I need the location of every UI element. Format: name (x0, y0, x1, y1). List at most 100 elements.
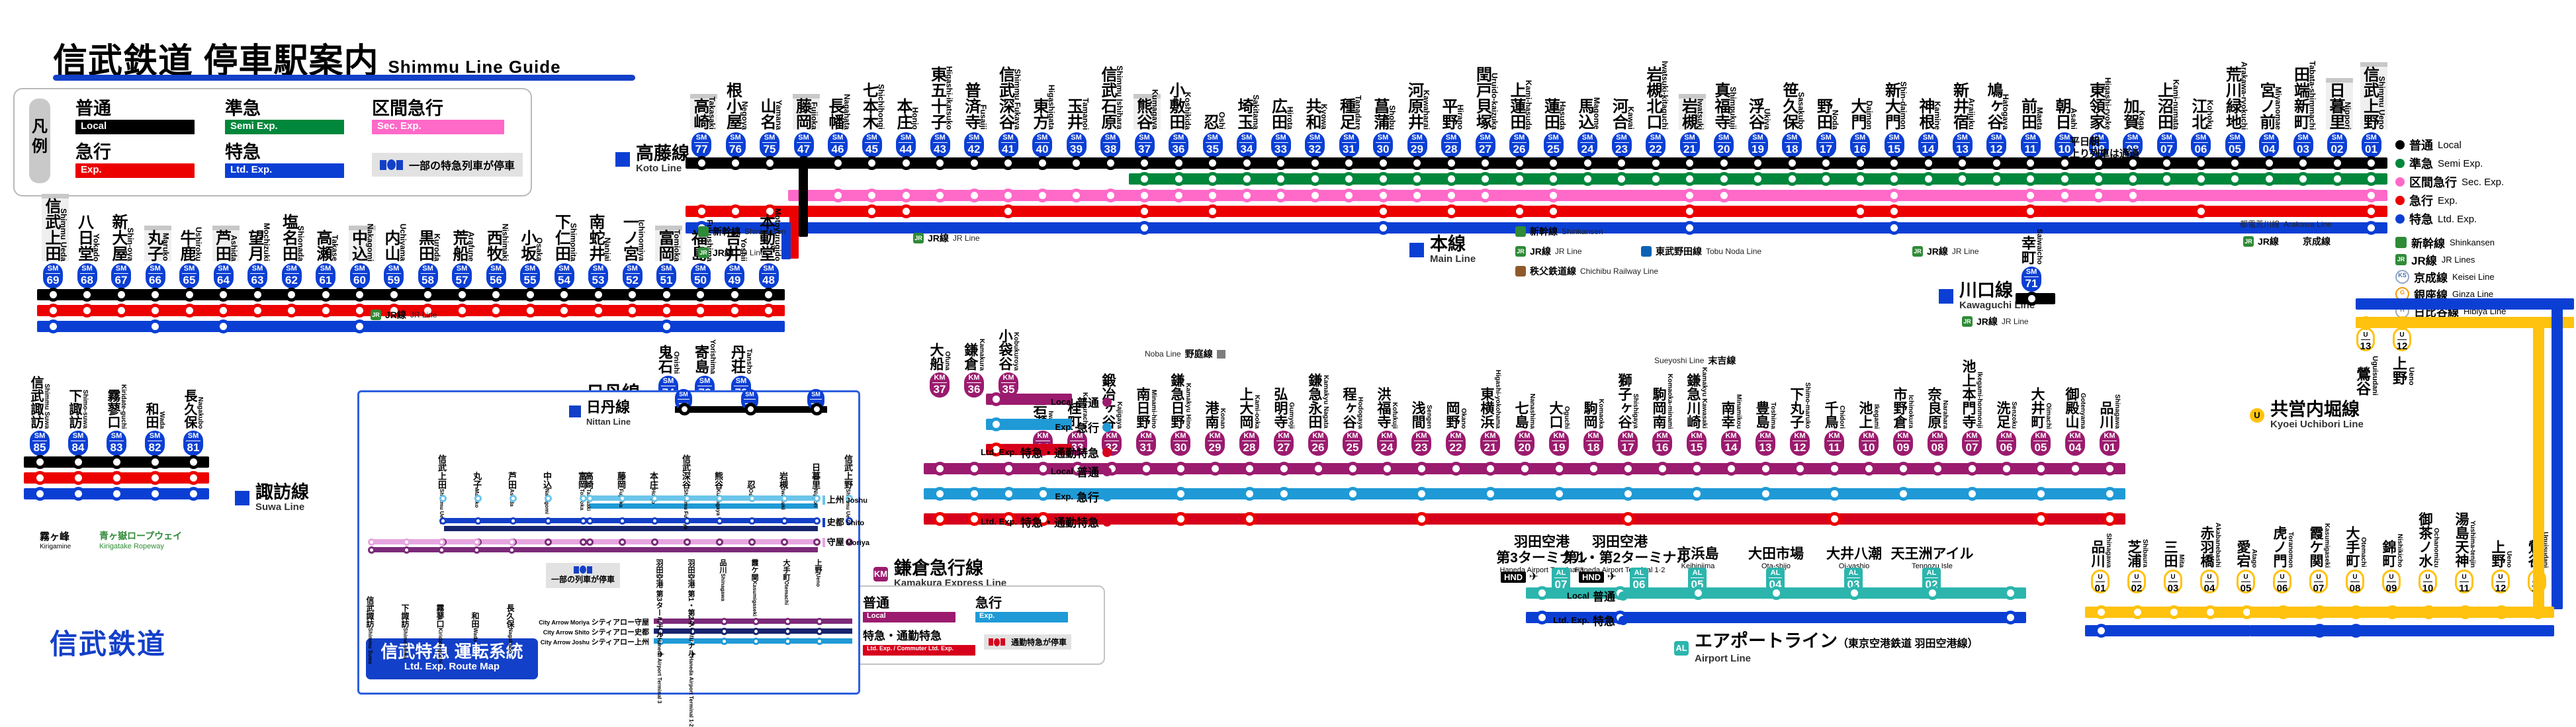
station-stop-marker[interactable] (1887, 189, 1901, 202)
station-stop-marker[interactable] (1965, 487, 1979, 501)
station-stop-marker[interactable] (1512, 172, 1527, 186)
station-stop-marker[interactable] (285, 288, 298, 302)
inset-station-stop[interactable] (715, 494, 723, 502)
inset-station-stop[interactable] (544, 538, 552, 546)
station-stop-marker[interactable] (932, 487, 947, 501)
station-stop-marker[interactable] (2023, 204, 2037, 218)
station-stop-marker[interactable] (1648, 172, 1663, 186)
station-stop-marker[interactable] (1853, 172, 1867, 186)
station-stop-marker[interactable] (1751, 172, 1765, 186)
station-stop-marker[interactable] (865, 156, 879, 170)
station-stop-marker[interactable] (353, 320, 367, 333)
station-stop-marker[interactable] (967, 189, 981, 202)
station-stop-marker[interactable] (625, 304, 639, 318)
station-stop-marker[interactable] (1896, 487, 1910, 501)
station-stop-marker[interactable] (1615, 156, 1628, 170)
station-stop-marker[interactable] (1001, 156, 1015, 170)
station-stop-marker[interactable] (1242, 512, 1257, 526)
station-stop-marker[interactable] (1546, 156, 1560, 170)
station-stop-marker[interactable] (932, 462, 947, 476)
inset-station-stop[interactable] (650, 517, 658, 525)
station-stop-marker[interactable] (421, 288, 435, 302)
station-stop-marker[interactable] (2102, 512, 2117, 526)
station-stop-marker[interactable] (1380, 462, 1394, 476)
station-stop-marker[interactable] (2092, 156, 2106, 170)
station-stop-marker[interactable] (1001, 487, 1016, 501)
station-stop-marker[interactable] (729, 204, 742, 218)
station-stop-marker[interactable] (1930, 462, 1945, 476)
station-stop-marker[interactable] (693, 288, 707, 302)
station-stop-marker[interactable] (46, 288, 60, 302)
station-stop-marker[interactable] (2125, 156, 2140, 170)
inset-station-stop[interactable] (579, 494, 587, 502)
station-stop-marker[interactable] (2330, 172, 2344, 186)
station-stop-marker[interactable] (2364, 172, 2378, 186)
station-stop-marker[interactable] (1444, 189, 1458, 202)
inset-station-stop[interactable] (439, 494, 447, 502)
station-stop-marker[interactable] (1137, 221, 1151, 235)
inset-station-stop[interactable] (845, 494, 853, 502)
station-stop-marker[interactable] (899, 189, 913, 202)
station-stop-marker[interactable] (71, 487, 85, 501)
station-stop-marker[interactable] (1999, 462, 2014, 476)
inset-station-stop[interactable] (715, 517, 723, 525)
inset-station-stop[interactable] (815, 637, 823, 645)
inset-station-stop[interactable] (748, 494, 756, 502)
station-stop-marker[interactable] (1887, 172, 1901, 186)
inset-station-stop[interactable] (783, 627, 791, 635)
station-stop-marker[interactable] (1621, 512, 1635, 526)
inset-station-stop[interactable] (618, 494, 626, 502)
inset-station-stop[interactable] (688, 617, 696, 625)
inset-nittan-stop[interactable] (678, 403, 691, 415)
station-stop-marker[interactable] (1311, 462, 1325, 476)
inset-station-stop[interactable] (748, 517, 756, 525)
station-stop-marker[interactable] (1887, 221, 1901, 235)
station-stop-marker[interactable] (1376, 204, 1390, 218)
station-stop-marker[interactable] (523, 288, 537, 302)
inset-station-stop[interactable] (656, 637, 664, 645)
station-stop-marker[interactable] (899, 156, 913, 170)
station-stop-marker[interactable] (1444, 172, 1458, 186)
station-stop-marker[interactable] (967, 487, 981, 501)
station-stop-marker[interactable] (2033, 487, 2048, 501)
station-stop-marker[interactable] (386, 304, 401, 318)
station-stop-marker[interactable] (1345, 462, 1360, 476)
station-stop-marker[interactable] (32, 455, 47, 469)
station-stop-marker[interactable] (2364, 204, 2378, 218)
station-stop-marker[interactable] (2203, 605, 2217, 619)
station-stop-marker[interactable] (1819, 172, 1833, 186)
station-stop-marker[interactable] (727, 288, 742, 302)
station-stop-marker[interactable] (2125, 172, 2140, 186)
station-stop-marker[interactable] (1683, 172, 1697, 186)
station-stop-marker[interactable] (1478, 156, 1492, 170)
station-stop-marker[interactable] (1827, 512, 1842, 526)
inset-station-stop[interactable] (367, 538, 375, 546)
station-stop-marker[interactable] (1586, 462, 1601, 476)
station-stop-marker[interactable] (148, 471, 162, 485)
inset-station-stop[interactable] (715, 538, 723, 546)
station-stop-marker[interactable] (32, 487, 47, 501)
station-stop-marker[interactable] (1410, 189, 1424, 202)
station-stop-marker[interactable] (1655, 462, 1669, 476)
station-stop-marker[interactable] (1342, 172, 1356, 186)
station-stop-marker[interactable] (2068, 462, 2082, 476)
station-stop-marker[interactable] (1208, 462, 1222, 476)
station-stop-marker[interactable] (80, 288, 94, 302)
station-stop-marker[interactable] (762, 304, 776, 318)
station-stop-marker[interactable] (1546, 189, 1560, 202)
station-stop-marker[interactable] (2023, 156, 2037, 170)
station-stop-marker[interactable] (1925, 586, 1939, 600)
station-stop-marker[interactable] (1036, 512, 1050, 526)
station-stop-marker[interactable] (1546, 204, 1560, 218)
station-stop-marker[interactable] (1827, 462, 1842, 476)
station-stop-marker[interactable] (2364, 221, 2378, 235)
station-stop-marker[interactable] (762, 156, 777, 170)
station-stop-marker[interactable] (1955, 156, 1969, 170)
station-stop-marker[interactable] (989, 417, 1003, 431)
station-stop-marker[interactable] (659, 304, 674, 318)
station-stop-marker[interactable] (659, 320, 674, 333)
station-stop-marker[interactable] (186, 487, 200, 501)
inset-station-stop[interactable] (780, 494, 788, 502)
station-stop-marker[interactable] (148, 320, 162, 333)
inset-station-stop[interactable] (650, 538, 658, 546)
